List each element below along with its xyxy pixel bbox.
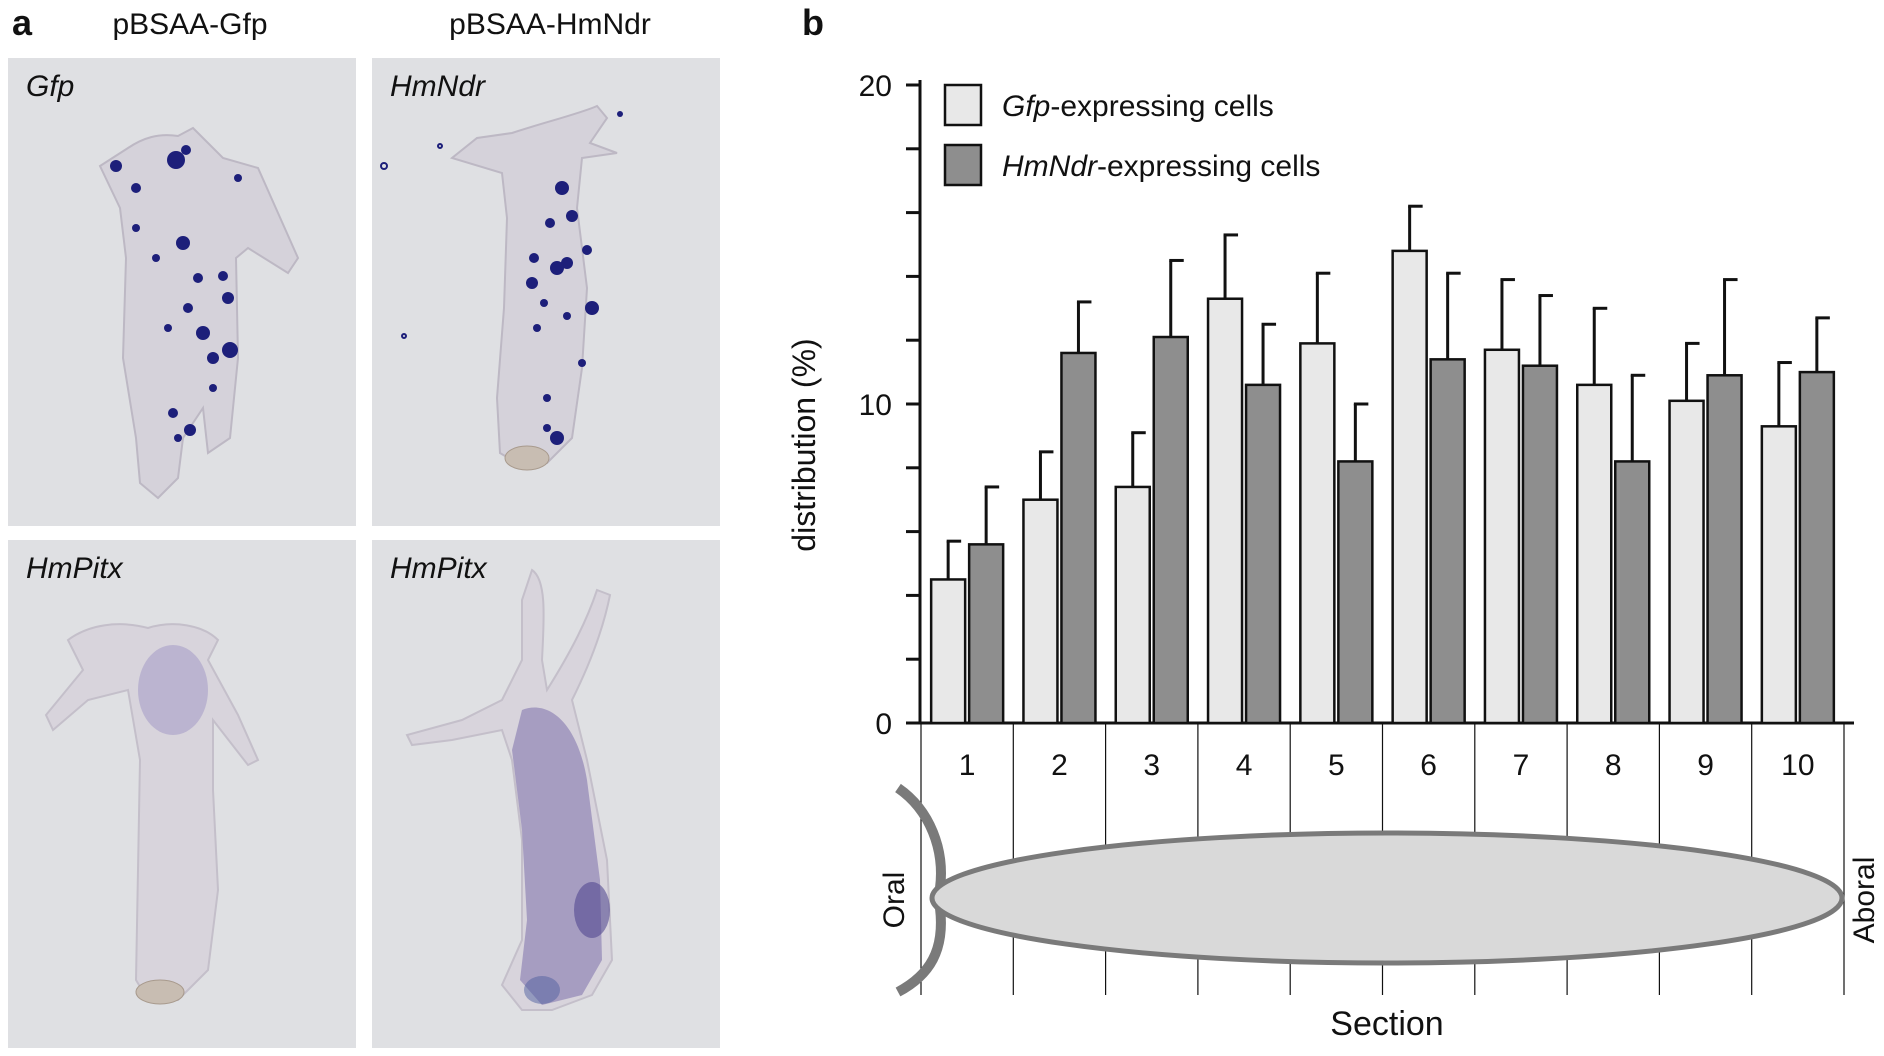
bar-gfp-section-7 bbox=[1483, 348, 1521, 725]
bar-gfp-section-9 bbox=[1668, 399, 1705, 725]
bar-hmndr-section-3 bbox=[1152, 335, 1189, 725]
x-tick-label-1: 1 bbox=[959, 749, 976, 782]
y-tick-label: 10 bbox=[859, 389, 892, 422]
hydra-hmpitx-hmndr-illustration bbox=[405, 568, 614, 1011]
y-tick-label: 20 bbox=[859, 70, 892, 103]
x-tick-label-8: 8 bbox=[1605, 749, 1622, 782]
x-tick-label-2: 2 bbox=[1051, 749, 1068, 782]
bar-gfp-section-6 bbox=[1391, 249, 1428, 725]
photo-label-hmpitx-1: HmPitx bbox=[26, 552, 123, 585]
x-tick-label-10: 10 bbox=[1781, 749, 1814, 782]
legend-label-gfp: Gfp-expressing cells bbox=[1002, 90, 1274, 123]
hydra-gfp-illustration bbox=[98, 126, 300, 500]
column-header-gfp: pBSAA-Gfp bbox=[112, 8, 268, 41]
bar-hmndr-section-2 bbox=[1060, 351, 1097, 725]
hydra-hmndr-illustration bbox=[380, 104, 623, 471]
bar-gfp-section-10 bbox=[1760, 425, 1798, 725]
bar-chart: 0 10 20 Gfp-expressing cells HmNdr-expressi… bbox=[786, 70, 1881, 1043]
x-axis-label: Section bbox=[1330, 1005, 1443, 1043]
photo-hmpitx-gfp: HmPitx bbox=[8, 540, 356, 1048]
panel-a-letter: a bbox=[12, 2, 33, 43]
y-tick-label: 0 bbox=[875, 708, 892, 741]
bar-hmndr-section-10 bbox=[1798, 370, 1836, 725]
photo-label-hmndr: HmNdr bbox=[390, 70, 485, 103]
panel-b-letter: b bbox=[802, 2, 824, 43]
bar-gfp-section-8 bbox=[1576, 383, 1613, 725]
bar-hmndr-section-8 bbox=[1614, 460, 1651, 725]
oral-label: Oral bbox=[878, 872, 911, 929]
legend-swatch-gfp bbox=[943, 83, 983, 127]
y-axis-label: distribution (%) bbox=[786, 338, 822, 551]
x-tick-label-7: 7 bbox=[1513, 749, 1530, 782]
bar-hmndr-section-5 bbox=[1337, 460, 1374, 725]
bar-hmndr-section-7 bbox=[1521, 364, 1559, 725]
legend-label-hmndr: HmNdr-expressing cells bbox=[1002, 150, 1320, 183]
x-tick-label-9: 9 bbox=[1697, 749, 1714, 782]
oral-tentacle-upper bbox=[895, 783, 946, 889]
bar-hmndr-section-1 bbox=[967, 543, 1005, 725]
x-tick-label-5: 5 bbox=[1328, 749, 1345, 782]
x-tick-label-3: 3 bbox=[1143, 749, 1160, 782]
oral-tentacle-lower bbox=[895, 907, 946, 997]
bar-gfp-section-5 bbox=[1299, 342, 1336, 725]
x-tick-label-4: 4 bbox=[1236, 749, 1253, 782]
aboral-label: Aboral bbox=[1848, 857, 1881, 944]
bar-gfp-section-2 bbox=[1022, 498, 1059, 725]
photo-label-hmpitx-2: HmPitx bbox=[390, 552, 487, 585]
bar-gfp-section-3 bbox=[1114, 485, 1151, 725]
column-header-hmndr: pBSAA-HmNdr bbox=[449, 8, 651, 41]
legend-swatch-hmndr bbox=[943, 143, 983, 187]
photo-label-gfp: Gfp bbox=[26, 70, 75, 103]
photo-hmndr: HmNdr bbox=[372, 58, 720, 526]
photo-hmpitx-hmndr: HmPitx bbox=[372, 540, 720, 1048]
hydra-body-diagram bbox=[929, 830, 1845, 966]
photo-gfp: Gfp bbox=[8, 58, 356, 526]
bar-hmndr-section-4 bbox=[1244, 383, 1282, 725]
x-tick-label-6: 6 bbox=[1420, 749, 1437, 782]
bar-gfp-section-4 bbox=[1206, 297, 1244, 725]
bar-hmndr-section-6 bbox=[1429, 358, 1466, 725]
bar-gfp-section-1 bbox=[929, 578, 967, 725]
bar-hmndr-section-9 bbox=[1706, 374, 1743, 725]
hydra-hmpitx-gfp-illustration bbox=[44, 623, 260, 1005]
